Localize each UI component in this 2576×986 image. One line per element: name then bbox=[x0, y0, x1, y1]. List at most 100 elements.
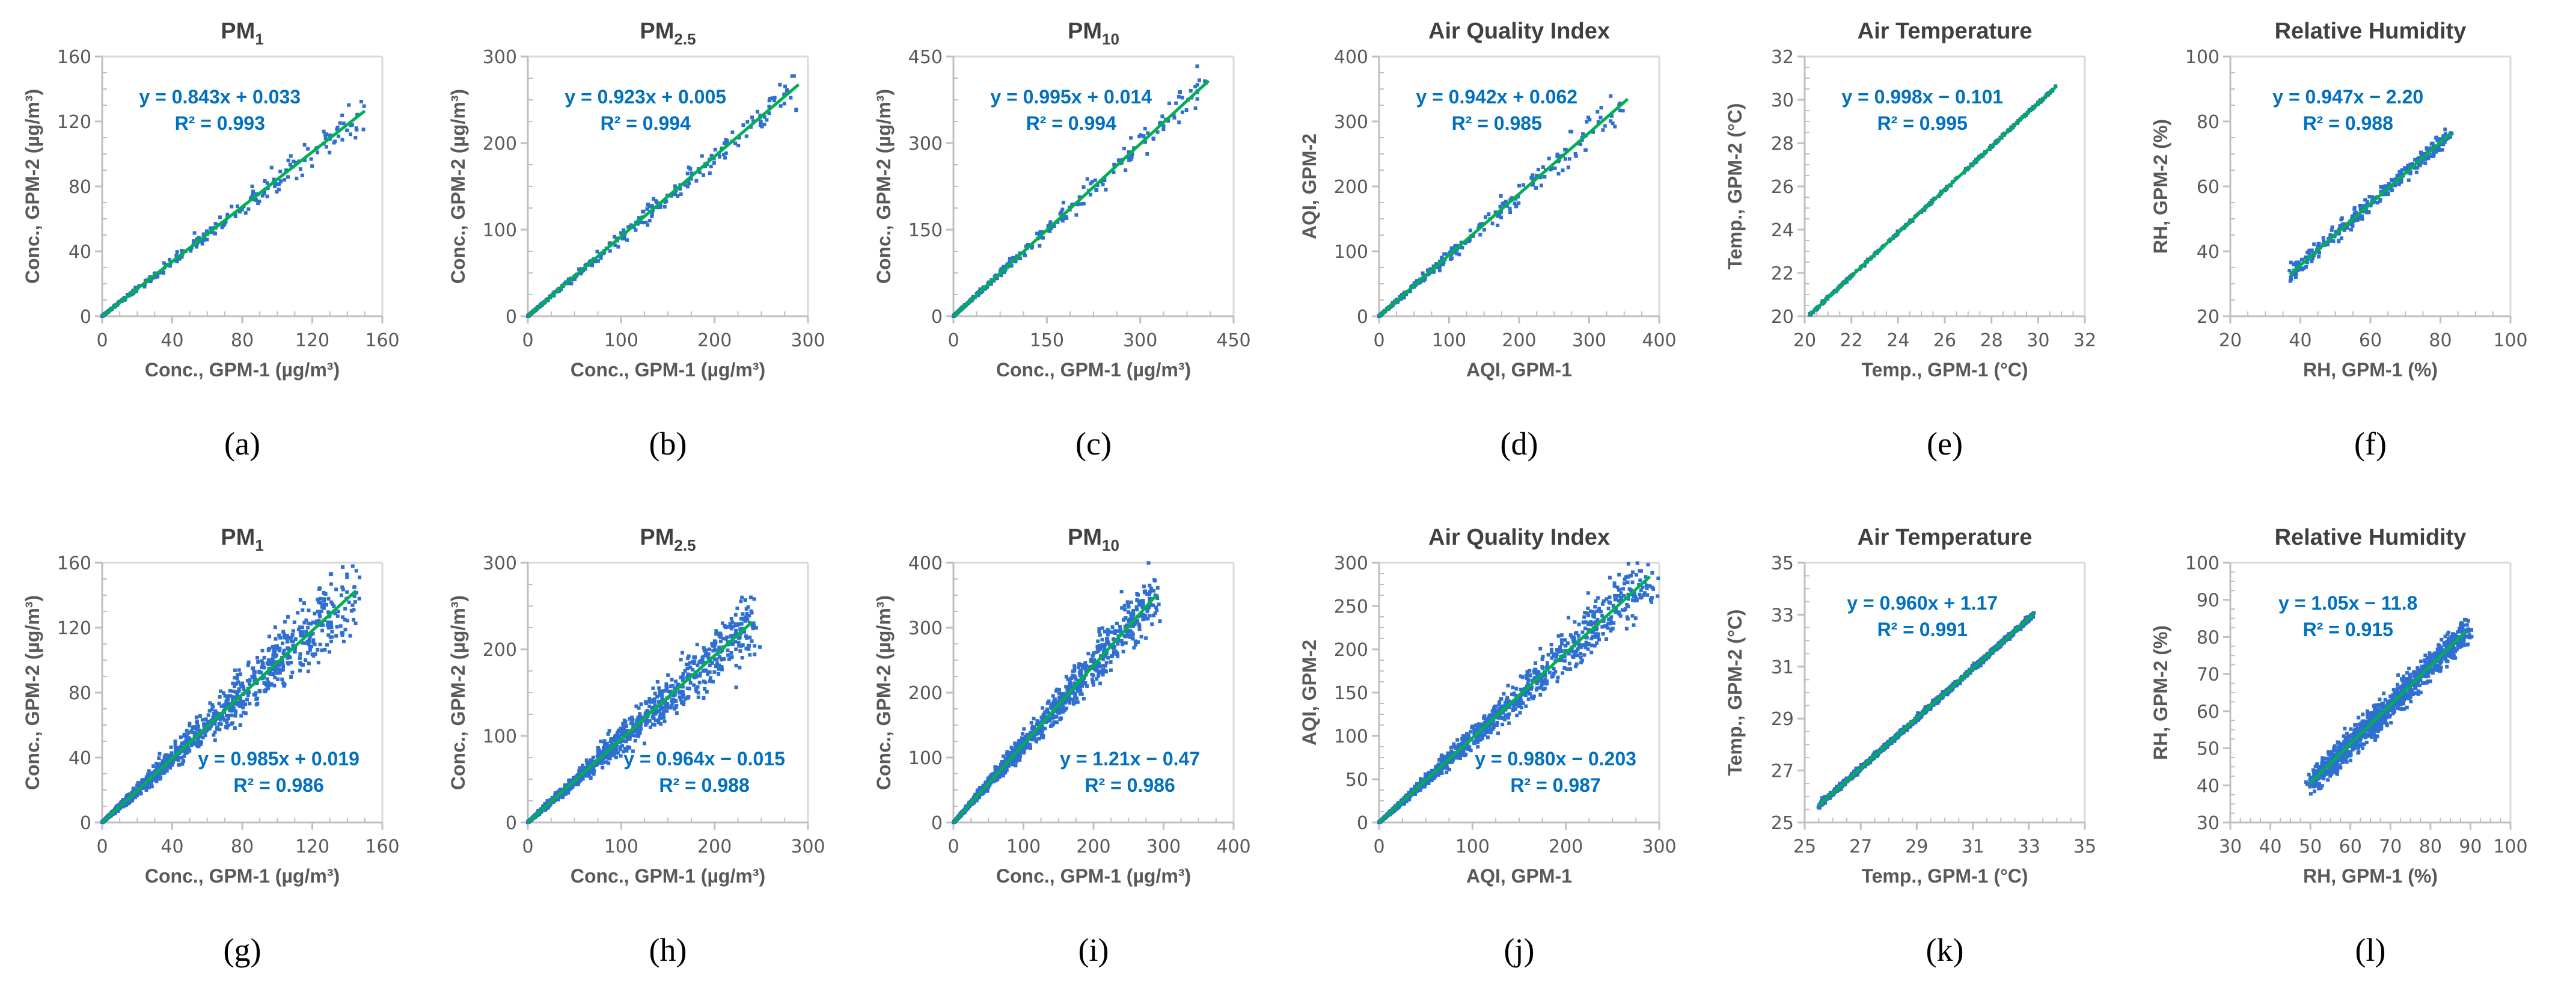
data-point bbox=[626, 225, 631, 229]
data-point bbox=[750, 624, 754, 628]
data-point bbox=[591, 765, 595, 769]
data-point bbox=[1122, 147, 1126, 151]
data-point bbox=[2316, 245, 2320, 249]
data-point bbox=[674, 679, 678, 684]
data-point bbox=[658, 706, 662, 711]
data-point bbox=[302, 620, 307, 625]
data-point bbox=[293, 637, 298, 642]
x-axis-label: AQI, GPM-1 bbox=[1466, 359, 1572, 381]
data-point bbox=[307, 642, 311, 646]
data-point bbox=[2432, 154, 2436, 158]
data-point bbox=[334, 587, 338, 592]
data-point bbox=[689, 177, 693, 181]
data-point bbox=[613, 733, 617, 738]
panel-title: PM10 bbox=[1068, 19, 1119, 48]
data-point bbox=[742, 617, 746, 621]
data-point bbox=[715, 657, 719, 661]
data-point bbox=[670, 700, 675, 705]
data-point bbox=[320, 628, 325, 632]
data-point bbox=[705, 654, 709, 658]
data-point bbox=[622, 237, 626, 241]
data-point bbox=[298, 598, 302, 602]
data-point bbox=[1513, 201, 1517, 206]
data-point bbox=[174, 758, 178, 762]
panel-label: (h) bbox=[649, 932, 687, 968]
data-point bbox=[750, 639, 754, 643]
data-point bbox=[1421, 278, 1425, 283]
data-point bbox=[713, 147, 717, 152]
data-point bbox=[1591, 130, 1595, 134]
data-point bbox=[1030, 244, 1035, 248]
data-point bbox=[266, 648, 271, 652]
data-point bbox=[231, 704, 235, 708]
data-point bbox=[647, 218, 652, 222]
data-point bbox=[167, 754, 171, 758]
data-point bbox=[1154, 605, 1158, 610]
data-point bbox=[613, 736, 617, 740]
trend-line bbox=[527, 620, 753, 824]
data-point bbox=[1127, 605, 1131, 609]
data-point bbox=[694, 179, 699, 183]
data-point bbox=[1493, 210, 1498, 215]
data-point bbox=[326, 620, 330, 624]
data-point bbox=[248, 678, 252, 682]
data-point bbox=[210, 708, 214, 712]
data-point bbox=[1555, 155, 1559, 159]
data-point bbox=[999, 267, 1003, 271]
data-point bbox=[285, 634, 289, 638]
x-tick-label: 100 bbox=[604, 330, 638, 351]
data-point bbox=[168, 264, 172, 268]
data-point bbox=[156, 274, 160, 278]
data-point bbox=[354, 569, 358, 573]
data-point bbox=[610, 749, 614, 753]
data-point bbox=[601, 765, 605, 770]
data-point bbox=[546, 806, 550, 810]
data-point bbox=[673, 693, 677, 697]
data-point bbox=[1056, 707, 1060, 711]
data-point bbox=[253, 197, 257, 201]
data-point bbox=[288, 655, 292, 660]
data-point bbox=[613, 243, 617, 248]
data-point bbox=[1135, 598, 1139, 602]
data-point bbox=[317, 619, 321, 623]
data-point bbox=[113, 811, 117, 815]
data-point bbox=[713, 648, 717, 652]
data-point bbox=[240, 207, 244, 212]
y-tick-label: 0 bbox=[931, 813, 943, 834]
data-point bbox=[243, 211, 248, 215]
data-point bbox=[733, 141, 738, 145]
data-point bbox=[659, 705, 663, 709]
data-point bbox=[751, 621, 756, 625]
y-axis-label: Conc., GPM-2 (µg/m³) bbox=[22, 595, 43, 790]
data-point bbox=[318, 596, 322, 601]
data-point bbox=[604, 744, 608, 748]
data-point bbox=[1124, 634, 1128, 638]
data-point bbox=[745, 611, 749, 616]
data-point bbox=[355, 112, 359, 117]
data-point bbox=[233, 684, 237, 688]
data-point bbox=[280, 642, 284, 646]
data-point bbox=[151, 777, 155, 782]
data-point bbox=[191, 239, 195, 243]
data-point bbox=[256, 201, 260, 206]
data-point bbox=[694, 687, 698, 691]
data-point bbox=[644, 718, 649, 722]
data-point bbox=[116, 809, 120, 813]
data-point bbox=[286, 158, 290, 162]
data-point bbox=[347, 600, 351, 604]
data-point bbox=[218, 727, 222, 732]
data-point bbox=[286, 175, 290, 179]
data-point bbox=[2349, 228, 2353, 232]
data-point bbox=[237, 210, 242, 214]
data-point bbox=[666, 705, 670, 709]
data-point bbox=[149, 778, 153, 782]
data-point bbox=[347, 103, 351, 107]
data-point bbox=[1609, 94, 1613, 98]
data-point bbox=[1448, 257, 1452, 261]
data-point bbox=[1508, 210, 1513, 215]
data-point bbox=[1119, 589, 1124, 593]
data-point bbox=[1146, 131, 1150, 135]
data-point bbox=[634, 727, 638, 732]
data-point bbox=[280, 677, 284, 681]
data-point bbox=[647, 704, 652, 708]
